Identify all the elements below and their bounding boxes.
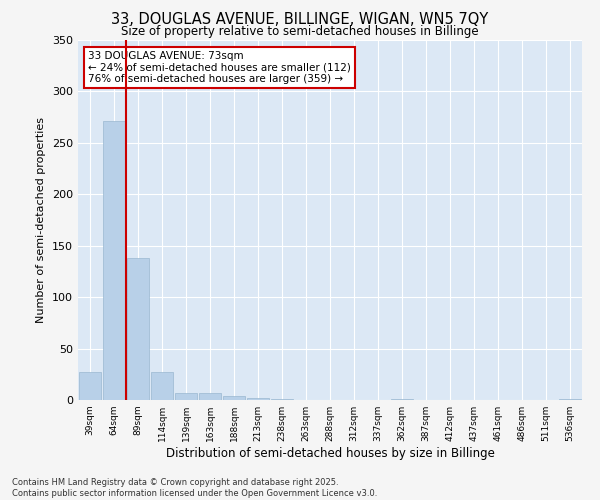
Text: Contains HM Land Registry data © Crown copyright and database right 2025.
Contai: Contains HM Land Registry data © Crown c… [12,478,377,498]
Bar [223,396,245,400]
Bar [271,399,293,400]
X-axis label: Distribution of semi-detached houses by size in Billinge: Distribution of semi-detached houses by … [166,447,494,460]
Bar [175,393,197,400]
Text: 33, DOUGLAS AVENUE, BILLINGE, WIGAN, WN5 7QY: 33, DOUGLAS AVENUE, BILLINGE, WIGAN, WN5… [112,12,488,28]
Bar [559,399,581,400]
Bar [199,393,221,400]
Bar [79,372,101,400]
Text: Size of property relative to semi-detached houses in Billinge: Size of property relative to semi-detach… [121,25,479,38]
Bar [391,399,413,400]
Bar [151,372,173,400]
Bar [103,122,125,400]
Bar [127,258,149,400]
Y-axis label: Number of semi-detached properties: Number of semi-detached properties [37,117,46,323]
Bar [247,398,269,400]
Text: 33 DOUGLAS AVENUE: 73sqm
← 24% of semi-detached houses are smaller (112)
76% of : 33 DOUGLAS AVENUE: 73sqm ← 24% of semi-d… [88,51,351,84]
